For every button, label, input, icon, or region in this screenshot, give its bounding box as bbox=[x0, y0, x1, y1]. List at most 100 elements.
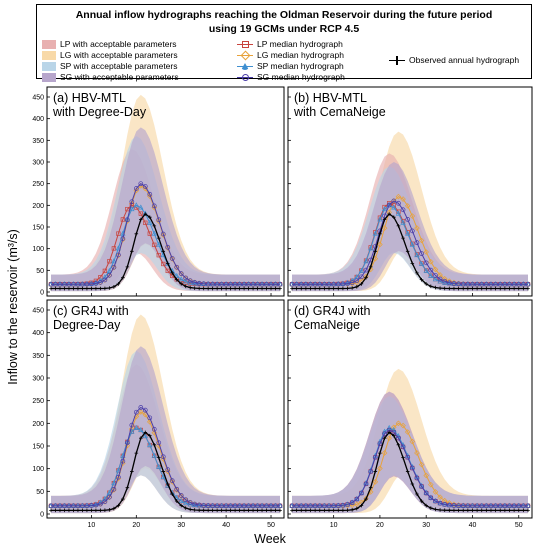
marker-sg bbox=[372, 454, 378, 460]
y-axis-label: Inflow to the reservoir (m³/s) bbox=[6, 229, 20, 385]
marker-lg bbox=[414, 450, 420, 456]
marker-sg bbox=[442, 502, 448, 507]
marker-lp bbox=[116, 231, 121, 236]
marker-lg bbox=[102, 499, 108, 505]
observed-marker bbox=[201, 286, 206, 291]
marker-sg bbox=[98, 501, 103, 507]
marker-sg bbox=[223, 281, 229, 287]
marker-lp bbox=[156, 253, 161, 258]
marker-sg bbox=[465, 503, 471, 509]
x-tick-label: 10 bbox=[330, 522, 338, 529]
marker-sg bbox=[80, 281, 85, 287]
observed-marker bbox=[215, 286, 219, 291]
marker-sg bbox=[138, 181, 144, 187]
marker-lg bbox=[400, 422, 406, 429]
x-tick-label: 40 bbox=[469, 522, 477, 529]
observed-marker bbox=[192, 286, 197, 290]
marker-sg bbox=[507, 503, 512, 509]
marker-sg bbox=[493, 281, 498, 287]
marker-sg bbox=[521, 503, 526, 509]
observed-marker bbox=[170, 271, 175, 275]
observed-marker bbox=[67, 508, 71, 513]
observed-marker bbox=[493, 508, 498, 513]
observed-marker bbox=[503, 508, 507, 513]
observed-marker bbox=[304, 286, 308, 291]
marker-sg bbox=[516, 281, 522, 287]
marker-sg bbox=[322, 281, 327, 287]
marker-sg bbox=[241, 503, 247, 509]
observed-marker bbox=[156, 236, 161, 240]
marker-sg bbox=[479, 281, 485, 287]
panel-title: (c) GR4J with bbox=[53, 304, 129, 318]
observed-marker bbox=[219, 508, 224, 513]
observed-marker bbox=[224, 508, 228, 513]
marker-sg bbox=[48, 503, 54, 509]
marker-lg bbox=[124, 442, 131, 449]
marker-sp bbox=[147, 219, 153, 225]
marker-sg bbox=[451, 503, 457, 508]
observed-marker bbox=[327, 508, 331, 513]
observed-marker bbox=[134, 451, 139, 455]
observed-marker bbox=[85, 286, 89, 291]
marker-sg bbox=[273, 281, 278, 287]
marker-sg bbox=[479, 503, 485, 509]
observed-marker bbox=[49, 508, 53, 513]
marker-lg bbox=[106, 494, 113, 501]
marker-lg bbox=[423, 472, 429, 479]
marker-sg bbox=[419, 484, 424, 489]
observed-marker bbox=[350, 286, 354, 290]
observed-marker bbox=[152, 443, 157, 447]
marker-sg bbox=[335, 503, 341, 508]
observed-marker bbox=[76, 508, 80, 513]
observed-marker bbox=[192, 508, 197, 512]
marker-sg bbox=[147, 415, 153, 421]
marker-sg bbox=[196, 280, 202, 286]
marker-sg bbox=[377, 441, 383, 447]
observed-marker bbox=[174, 499, 179, 503]
x-tick-label: 20 bbox=[132, 522, 140, 529]
marker-sg bbox=[289, 281, 295, 287]
legend-label-band-lg: LG with acceptable parameters bbox=[60, 50, 178, 60]
marker-sp bbox=[428, 272, 434, 278]
observed-marker bbox=[130, 249, 134, 254]
marker-sg bbox=[160, 454, 166, 460]
marker-sg bbox=[335, 281, 341, 287]
legend-swatch-lp bbox=[42, 39, 56, 49]
observed-marker bbox=[179, 503, 184, 508]
marker-sp bbox=[381, 206, 388, 212]
y-tick-label: 300 bbox=[32, 160, 44, 167]
marker-sg bbox=[437, 276, 443, 282]
marker-sg bbox=[169, 478, 175, 483]
observed-marker bbox=[368, 485, 373, 490]
chart-title-line-2: using 19 GCMs under RCP 4.5 bbox=[208, 23, 360, 35]
marker-sg bbox=[214, 281, 220, 287]
marker-lg bbox=[155, 442, 162, 449]
marker-sg bbox=[488, 503, 494, 509]
observed-marker bbox=[76, 286, 80, 291]
chart-title-line-1: Annual inflow hydrographs reaching the O… bbox=[75, 9, 493, 21]
observed-marker bbox=[438, 508, 442, 512]
observed-marker bbox=[58, 286, 62, 291]
marker-sg bbox=[354, 278, 360, 284]
observed-marker bbox=[107, 286, 112, 290]
marker-sg bbox=[289, 503, 295, 509]
marker-sg bbox=[246, 503, 251, 509]
marker-sg bbox=[273, 503, 278, 509]
marker-sp bbox=[192, 502, 198, 508]
observed-marker bbox=[233, 286, 237, 291]
marker-sg bbox=[400, 207, 406, 213]
marker-sp bbox=[129, 428, 135, 434]
x-tick-label: 30 bbox=[177, 522, 185, 529]
observed-marker bbox=[197, 286, 201, 291]
marker-sp bbox=[442, 279, 448, 285]
marker-sg bbox=[428, 267, 434, 273]
marker-sp bbox=[111, 480, 117, 486]
observed-marker bbox=[58, 508, 62, 513]
marker-sp bbox=[409, 241, 415, 247]
marker-sp bbox=[93, 279, 99, 285]
marker-sg bbox=[192, 501, 198, 507]
marker-sg bbox=[160, 231, 166, 237]
observed-marker bbox=[526, 286, 530, 291]
observed-marker bbox=[269, 286, 273, 291]
marker-sg bbox=[303, 503, 309, 509]
